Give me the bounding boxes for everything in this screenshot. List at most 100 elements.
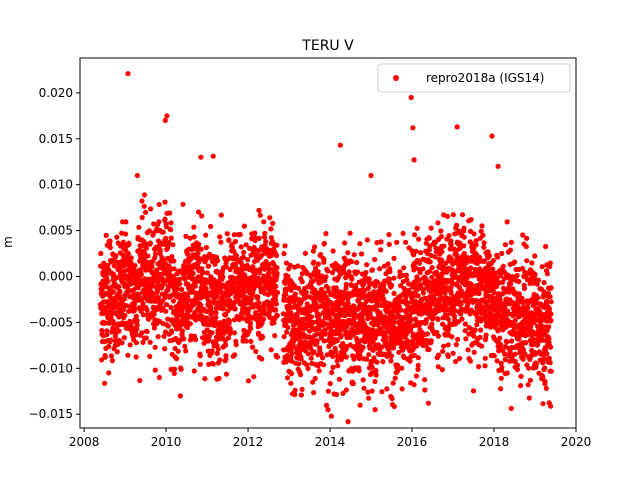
data-point — [121, 335, 127, 341]
data-point — [171, 266, 177, 272]
data-point — [274, 242, 280, 248]
data-point — [526, 395, 532, 401]
data-point — [225, 335, 232, 341]
data-point — [248, 325, 254, 332]
data-point — [374, 303, 380, 309]
x-tick-label: 2018 — [479, 435, 510, 449]
data-point — [256, 300, 262, 306]
data-point — [245, 378, 252, 384]
data-point — [446, 233, 452, 239]
data-point — [399, 365, 405, 371]
data-point — [169, 328, 175, 334]
data-point — [181, 313, 187, 319]
data-point — [198, 246, 204, 252]
data-point — [514, 272, 520, 279]
data-point — [334, 338, 340, 344]
data-point — [365, 389, 371, 395]
data-point — [509, 338, 515, 344]
data-point — [312, 296, 319, 302]
data-point — [321, 290, 328, 296]
data-point — [140, 312, 146, 318]
data-point — [435, 333, 441, 339]
data-point — [223, 356, 229, 362]
data-point — [202, 376, 208, 382]
data-point — [292, 387, 298, 393]
data-point — [451, 313, 457, 319]
data-point — [539, 264, 545, 270]
data-point — [203, 244, 209, 251]
data-point — [450, 350, 456, 356]
data-point — [212, 261, 218, 267]
data-point — [435, 364, 441, 370]
data-point — [206, 251, 213, 257]
data-point — [480, 232, 486, 238]
data-point — [163, 235, 169, 241]
legend-entry: repro2018a (IGS14) — [426, 71, 544, 85]
data-point — [386, 232, 392, 238]
data-point — [321, 256, 327, 262]
data-point — [181, 336, 187, 342]
data-point — [258, 252, 265, 258]
data-point — [329, 369, 335, 376]
data-point — [324, 352, 330, 358]
data-point — [518, 383, 524, 389]
data-point — [340, 390, 346, 396]
data-point — [387, 269, 393, 275]
data-point — [178, 366, 184, 372]
y-tick-label: 0.015 — [39, 132, 73, 146]
data-point — [310, 248, 316, 254]
data-point — [541, 292, 547, 298]
data-points — [97, 71, 554, 425]
data-point — [490, 258, 496, 264]
data-point — [170, 242, 176, 248]
data-point — [174, 356, 180, 362]
data-point — [364, 262, 370, 268]
data-point — [542, 378, 548, 384]
data-point — [428, 225, 434, 231]
data-point — [123, 303, 130, 309]
data-point — [213, 310, 219, 316]
data-point — [426, 346, 432, 353]
data-point — [417, 270, 423, 276]
data-point — [134, 318, 140, 324]
data-point — [128, 255, 134, 261]
data-point — [343, 387, 349, 393]
data-point — [425, 400, 431, 406]
data-point — [467, 358, 473, 364]
data-point — [345, 300, 351, 306]
data-point — [165, 245, 171, 251]
data-point — [261, 307, 267, 313]
data-point — [182, 276, 188, 282]
data-point — [439, 271, 445, 277]
data-point — [337, 142, 343, 148]
data-point — [168, 220, 174, 226]
data-point — [138, 272, 144, 278]
data-point — [210, 153, 216, 159]
data-point — [287, 262, 293, 268]
data-point — [546, 335, 552, 342]
data-point — [312, 375, 318, 382]
data-point — [224, 231, 230, 237]
data-point — [273, 253, 280, 259]
data-point — [448, 256, 454, 262]
data-point — [459, 212, 466, 218]
data-point — [408, 94, 414, 101]
data-point — [318, 351, 324, 357]
data-point — [498, 386, 504, 392]
data-point — [366, 395, 372, 401]
data-point — [333, 349, 339, 355]
data-point — [108, 353, 114, 359]
data-point — [298, 392, 304, 398]
data-point — [469, 240, 475, 246]
data-point — [273, 307, 279, 313]
data-point — [197, 353, 203, 359]
data-point — [318, 252, 324, 258]
data-point — [540, 374, 546, 380]
data-point — [140, 300, 146, 307]
data-point — [514, 366, 521, 373]
x-tick-label: 2008 — [69, 435, 100, 449]
data-point — [371, 289, 377, 295]
data-point — [512, 259, 518, 265]
data-point — [471, 333, 477, 339]
data-point — [481, 240, 487, 246]
